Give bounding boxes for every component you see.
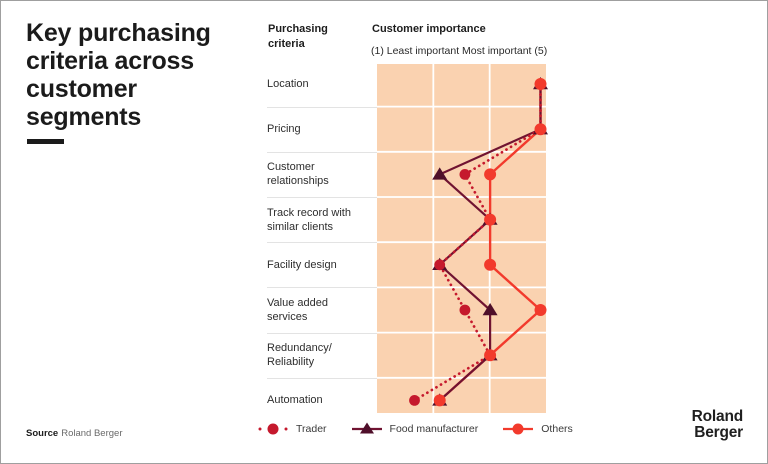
- circle-marker: [459, 304, 471, 316]
- criteria-label: Location: [267, 77, 309, 90]
- importance-chart-svg: [377, 64, 548, 413]
- logo-line-2: Berger: [694, 423, 743, 441]
- criteria-label: Facility design: [267, 258, 337, 271]
- criteria-label: Track record with similar clients: [267, 206, 351, 233]
- criteria-label: Pricing: [267, 123, 301, 136]
- legend-swatch-icon: [258, 423, 288, 435]
- series-others-markers: [433, 78, 547, 407]
- plot-background: [377, 64, 546, 413]
- circle-marker: [434, 259, 446, 271]
- legend-swatch-icon: [503, 423, 534, 435]
- importance-scale-label: (1) Least important Most important (5): [371, 45, 548, 57]
- row-separator: [267, 242, 377, 244]
- row-separator: [267, 377, 377, 379]
- source-note: Source Roland Berger: [26, 428, 122, 439]
- circle-marker: [534, 304, 547, 316]
- logo-line-1: Roland: [691, 408, 744, 425]
- roland-berger-logo: Roland Berger: [691, 408, 744, 441]
- criteria-label: Customer relationships: [267, 161, 329, 188]
- title-underline-dash: [27, 139, 64, 144]
- legend-item-food-manufacturer: Food manufacturer: [351, 422, 479, 436]
- series-food-manufacturer-line: [437, 84, 542, 402]
- legend-label: Food manufacturer: [389, 423, 479, 435]
- legend-label: Others: [541, 423, 573, 435]
- circle-marker: [484, 258, 497, 271]
- circle-marker: [534, 78, 547, 90]
- chart-legend: Trader Food manufacturer Others: [258, 422, 598, 436]
- row-separator: [267, 287, 377, 289]
- importance-column-header: Customer importance: [372, 23, 486, 35]
- criteria-column-header: Purchasing criteria: [268, 23, 328, 50]
- triangle-marker: [482, 303, 498, 316]
- series-others-line: [438, 84, 543, 402]
- triangle-marker: [432, 167, 448, 180]
- criteria-label: Redundancy/ Reliability: [267, 342, 332, 369]
- circle-marker: [484, 213, 497, 226]
- row-separator: [267, 332, 377, 334]
- legend-item-trader: Trader: [258, 422, 327, 436]
- circle-marker: [459, 169, 471, 180]
- criteria-label: Automation: [267, 394, 323, 407]
- page-title: Key purchasing criteria across customer …: [26, 19, 211, 131]
- importance-chart: [377, 64, 548, 413]
- source-label: Source: [26, 428, 59, 439]
- row-separator: [267, 197, 377, 198]
- row-separator: [267, 151, 377, 153]
- circle-marker: [534, 123, 547, 136]
- legend-item-others: Others: [503, 422, 573, 436]
- circle-marker: [433, 394, 446, 407]
- legend-label: Trader: [296, 423, 327, 435]
- circle-marker: [484, 349, 497, 362]
- criteria-label: Value added services: [267, 296, 328, 323]
- legend-swatch-icon: [351, 422, 382, 434]
- source-text: Roland Berger: [61, 428, 123, 439]
- circle-marker: [409, 395, 420, 406]
- row-separator: [267, 106, 377, 108]
- circle-marker: [484, 168, 497, 181]
